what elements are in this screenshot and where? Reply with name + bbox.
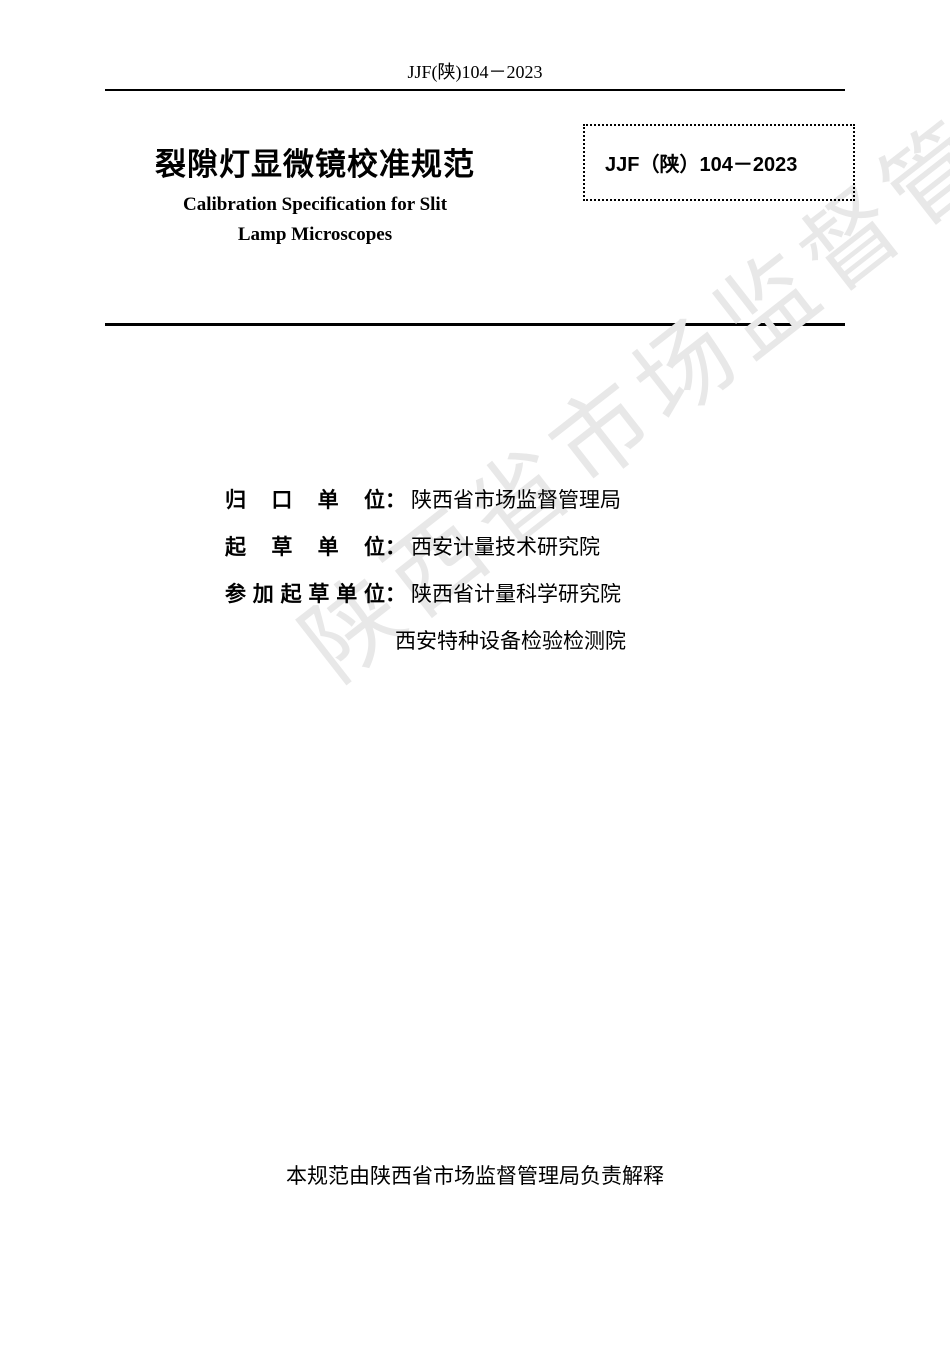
code-box: JJF（陕）104－2023 — [583, 124, 855, 201]
document-page: JJF(陕)104－2023 陕西省市场监督管理局 裂隙灯显微镜校准规范 Cal… — [0, 0, 950, 1345]
code-box-text: JJF（陕）104－2023 — [605, 148, 833, 177]
info-label-2: 起 草 单 位 — [225, 531, 385, 561]
header-code: JJF(陕)104－2023 — [105, 58, 845, 84]
footer-text: 本规范由陕西省市场监督管理局负责解释 — [0, 1160, 950, 1190]
info-row-3: 参加起草单位 ： 陕西省计量科学研究院 — [225, 578, 845, 608]
info-label-3: 参加起草单位 — [225, 578, 385, 608]
info-colon-3: ： — [385, 578, 406, 608]
info-section: 归 口 单 位 ： 陕西省市场监督管理局 起 草 单 位 ： 西安计量技术研究院… — [225, 484, 845, 655]
info-value-1: 陕西省市场监督管理局 — [411, 484, 621, 514]
info-colon-2: ： — [385, 531, 406, 561]
title-english: Calibration Specification for Slit Lamp … — [125, 190, 505, 251]
title-english-line1: Calibration Specification for Slit — [183, 194, 447, 215]
section-divider — [105, 323, 845, 326]
info-value-3: 陕西省计量科学研究院 — [411, 578, 621, 608]
title-section: 裂隙灯显微镜校准规范 Calibration Specification for… — [105, 139, 845, 251]
title-english-line2: Lamp Microscopes — [238, 224, 392, 245]
info-extra: 西安特种设备检验检测院 — [395, 625, 845, 655]
info-value-2: 西安计量技术研究院 — [411, 531, 600, 561]
header-line — [105, 89, 845, 91]
info-label-1: 归 口 单 位 — [225, 484, 385, 514]
info-row-2: 起 草 单 位 ： 西安计量技术研究院 — [225, 531, 845, 561]
info-colon-1: ： — [385, 484, 406, 514]
info-row-1: 归 口 单 位 ： 陕西省市场监督管理局 — [225, 484, 845, 514]
